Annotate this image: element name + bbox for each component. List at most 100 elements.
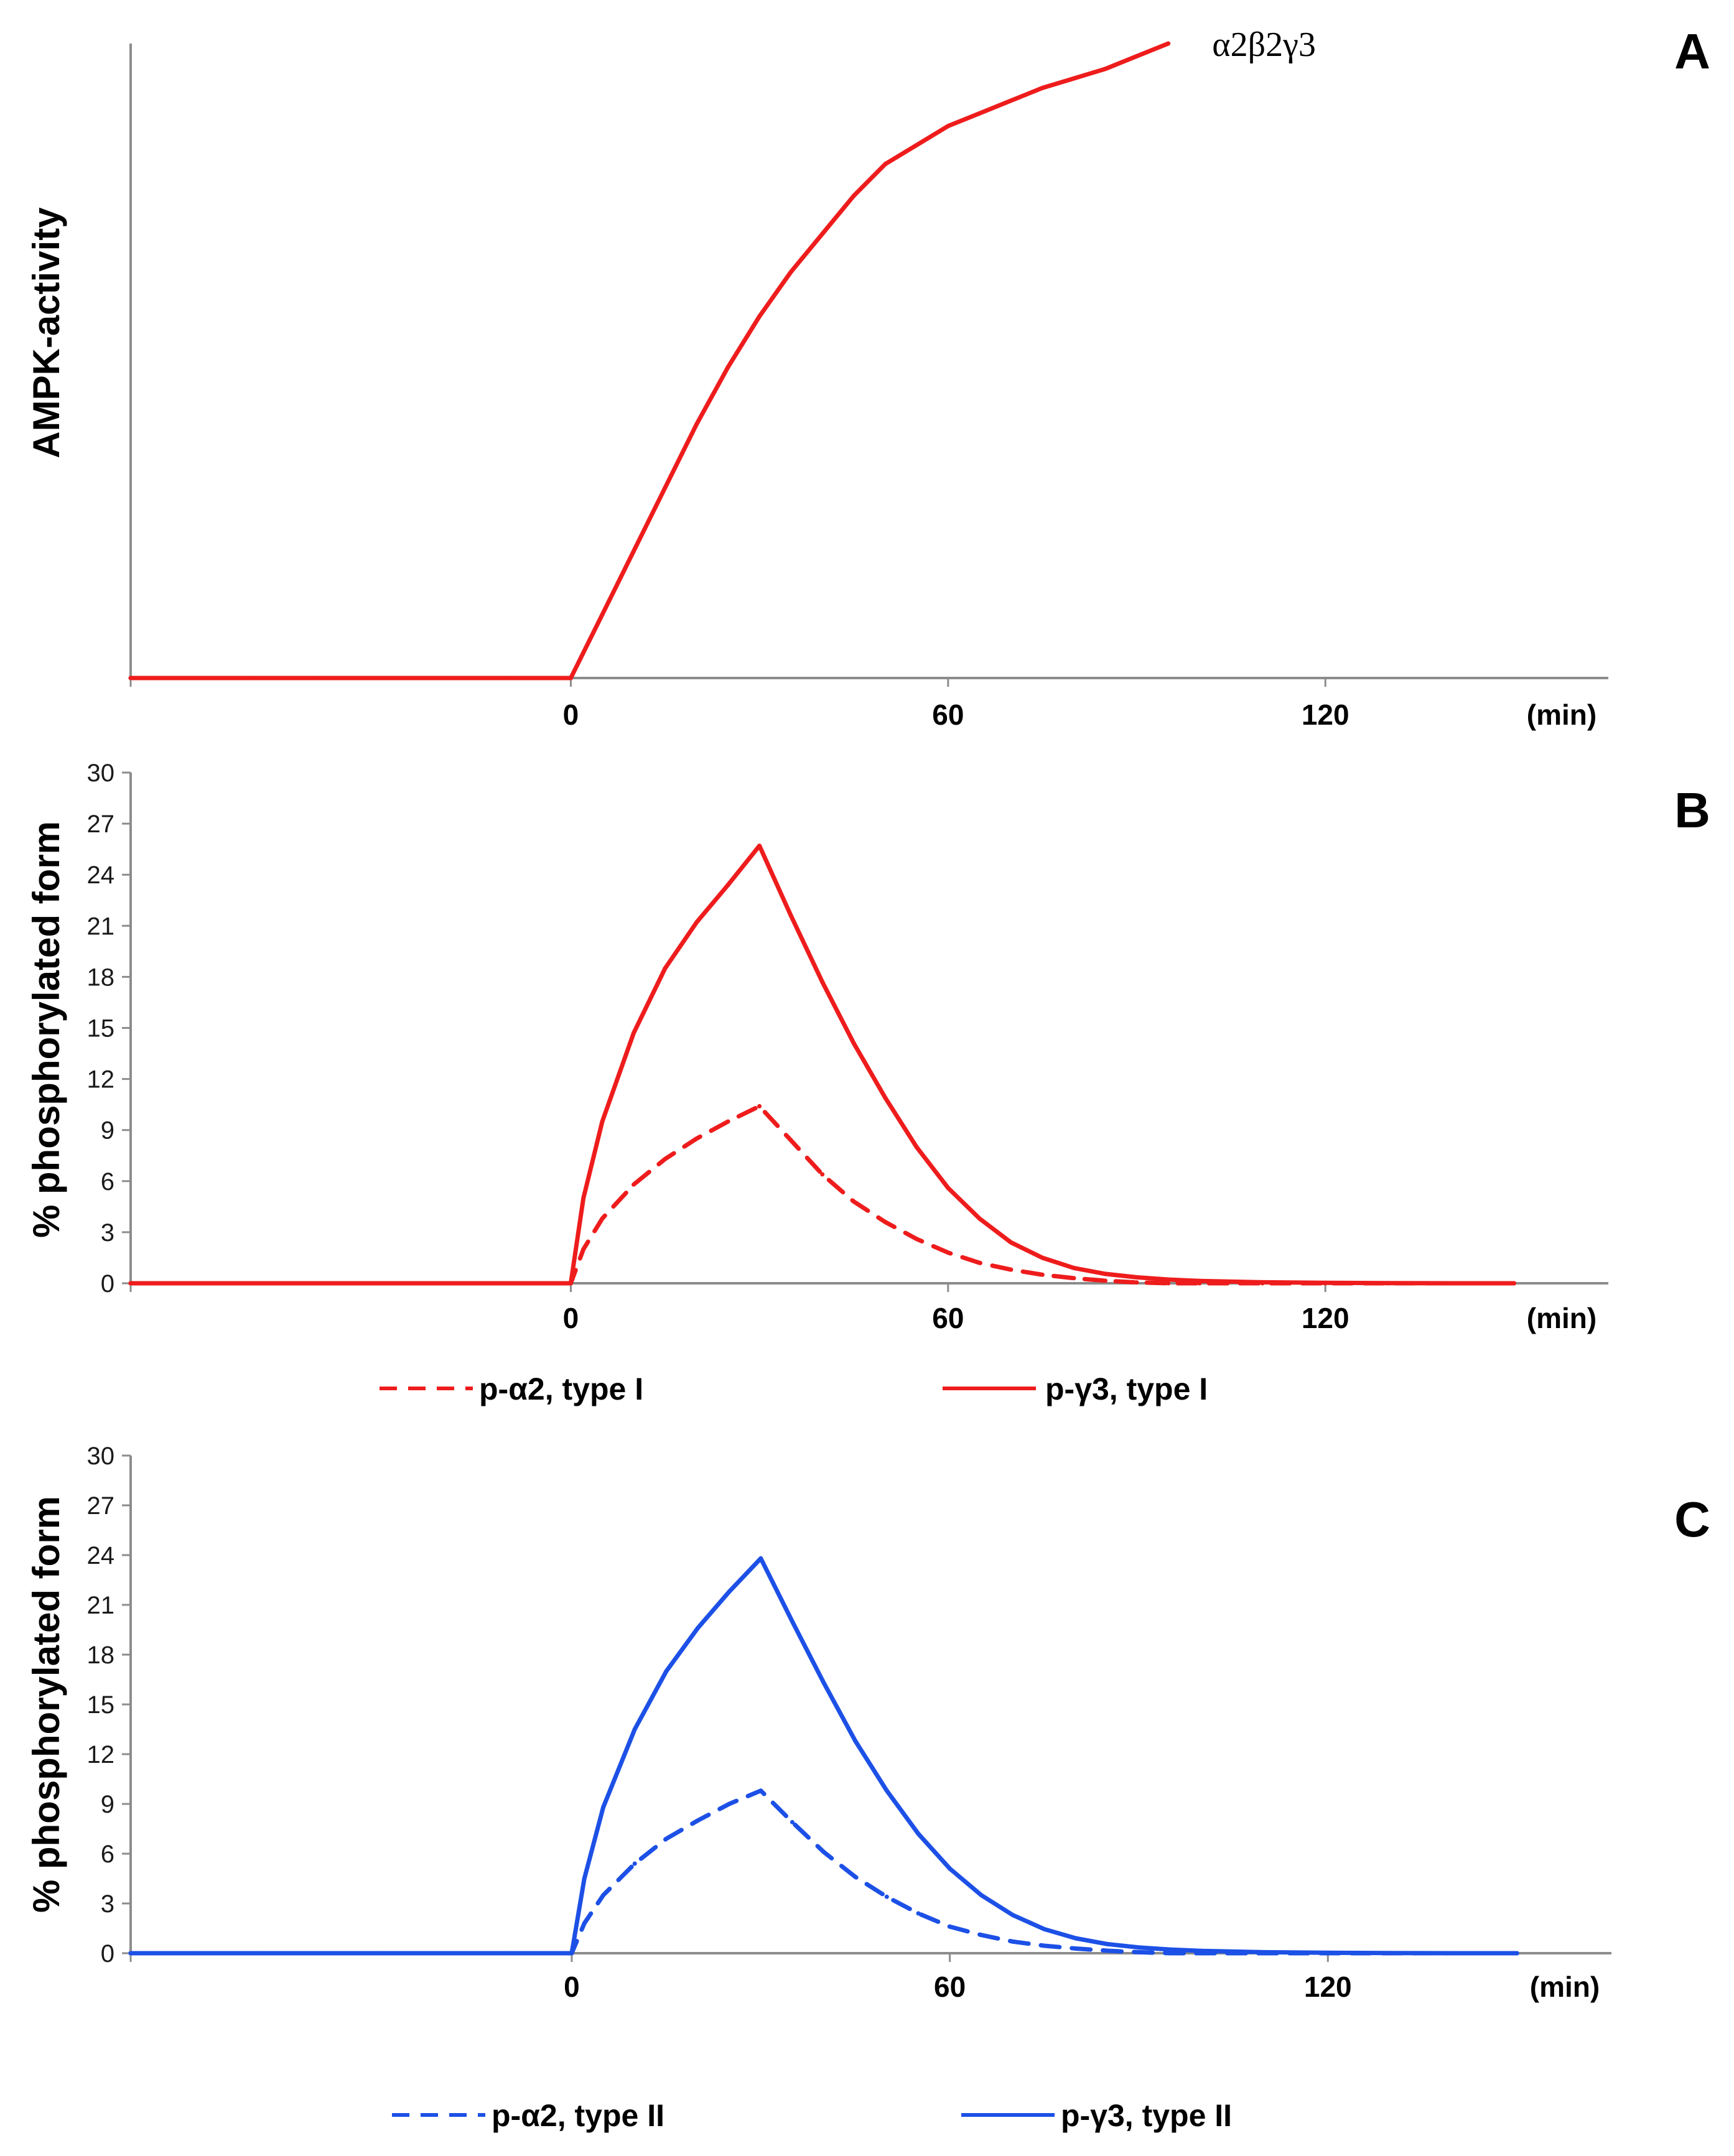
data-point bbox=[600, 612, 605, 617]
series-line bbox=[128, 1788, 1519, 1956]
data-point bbox=[317, 1281, 322, 1286]
data-point bbox=[946, 124, 951, 129]
data-point bbox=[1134, 1275, 1139, 1280]
x-tick-label: 120 bbox=[1304, 1971, 1352, 2003]
data-point bbox=[1042, 1943, 1046, 1948]
data-point bbox=[505, 1281, 510, 1286]
data-point bbox=[1166, 1277, 1171, 1282]
data-point bbox=[977, 111, 982, 116]
y-axis-label: AMPK-activity bbox=[26, 207, 67, 458]
y-tick-label: 6 bbox=[101, 1168, 114, 1196]
y-tick-label: 21 bbox=[87, 1592, 115, 1619]
data-point bbox=[884, 1894, 889, 1899]
data-point bbox=[1325, 1950, 1330, 1955]
data-point bbox=[380, 1951, 385, 1956]
data-point bbox=[948, 1924, 953, 1929]
x-tick-label: 120 bbox=[1302, 1302, 1349, 1334]
chart-panel-b: 0 3 6 9 12 15 18 21 24 27 30 0 60 120 (min) % phosphory… bbox=[26, 760, 1710, 1406]
data-point bbox=[1010, 1913, 1015, 1918]
data-point bbox=[1448, 1281, 1453, 1286]
data-point bbox=[696, 1625, 700, 1630]
data-point bbox=[581, 1247, 586, 1252]
data-point bbox=[601, 1805, 606, 1810]
panel-letter: B bbox=[1674, 783, 1710, 838]
data-point bbox=[663, 966, 668, 971]
data-point bbox=[380, 1281, 385, 1286]
data-point bbox=[946, 1250, 951, 1255]
data-point bbox=[191, 1281, 196, 1286]
data-point bbox=[1040, 85, 1045, 90]
panel-letter: C bbox=[1674, 1492, 1710, 1547]
series-line bbox=[128, 41, 1171, 681]
data-point bbox=[1071, 1276, 1076, 1281]
chart-panel-c: 0 3 6 9 12 15 18 21 24 27 30 0 60 120 (min) % phosphory… bbox=[26, 1443, 1710, 2133]
data-point bbox=[914, 1237, 919, 1242]
data-point bbox=[758, 1556, 763, 1561]
y-tick-label: 12 bbox=[87, 1741, 115, 1768]
data-point bbox=[1103, 67, 1107, 72]
data-point bbox=[582, 1876, 587, 1881]
x-tick-label: 0 bbox=[563, 1302, 579, 1334]
data-point bbox=[191, 1951, 196, 1956]
y-tick-label: 24 bbox=[87, 1542, 115, 1569]
data-point bbox=[725, 1119, 730, 1124]
data-point bbox=[1103, 1271, 1107, 1276]
data-point bbox=[694, 422, 699, 427]
data-point bbox=[505, 676, 510, 681]
data-point bbox=[820, 1172, 825, 1177]
data-point bbox=[191, 676, 196, 681]
panel-letter: A bbox=[1674, 24, 1710, 79]
data-point bbox=[1511, 1281, 1516, 1286]
data-point bbox=[883, 1220, 888, 1224]
legend-label: p-α2, type II bbox=[492, 2098, 664, 2133]
data-point bbox=[1389, 1951, 1393, 1956]
data-point bbox=[1073, 1946, 1078, 1951]
data-point bbox=[883, 1095, 888, 1100]
data-point bbox=[1009, 1267, 1014, 1272]
data-point bbox=[632, 1861, 637, 1866]
data-point bbox=[946, 1186, 951, 1191]
data-point bbox=[442, 676, 447, 681]
x-unit-label: (min) bbox=[1527, 699, 1596, 731]
data-point bbox=[254, 1281, 259, 1286]
data-point bbox=[1071, 76, 1076, 81]
data-point bbox=[914, 142, 919, 147]
y-tick-label: 15 bbox=[87, 1691, 115, 1719]
data-point bbox=[853, 1739, 858, 1744]
legend-label: p-α2, type I bbox=[479, 1372, 643, 1406]
data-point bbox=[1166, 41, 1171, 46]
data-point bbox=[757, 314, 762, 319]
data-point bbox=[632, 549, 636, 554]
data-point bbox=[727, 1801, 732, 1806]
data-point bbox=[632, 1182, 636, 1187]
data-point bbox=[632, 1031, 636, 1036]
data-point bbox=[977, 1260, 982, 1265]
data-point bbox=[757, 843, 762, 848]
series-line bbox=[128, 1556, 1519, 1956]
data-point bbox=[790, 1619, 795, 1624]
data-point bbox=[821, 1680, 826, 1685]
data-point bbox=[443, 1951, 448, 1956]
data-point bbox=[694, 920, 699, 925]
x-tick-label: 60 bbox=[932, 699, 964, 731]
data-point bbox=[1136, 1945, 1141, 1950]
data-point bbox=[694, 1136, 699, 1141]
data-point bbox=[758, 1788, 763, 1793]
data-point bbox=[1197, 1278, 1202, 1283]
data-point bbox=[820, 980, 825, 985]
data-point bbox=[600, 1119, 605, 1124]
data-point bbox=[851, 193, 856, 198]
y-tick-label: 21 bbox=[87, 913, 115, 940]
data-point bbox=[128, 676, 133, 681]
data-point bbox=[581, 1196, 586, 1201]
data-point bbox=[696, 1818, 700, 1823]
data-point bbox=[582, 1921, 587, 1926]
y-tick-label: 15 bbox=[87, 1015, 115, 1043]
x-tick-label: 60 bbox=[934, 1971, 966, 2003]
data-point bbox=[568, 1281, 573, 1286]
y-tick-label: 27 bbox=[87, 1492, 115, 1520]
x-unit-label: (min) bbox=[1527, 1302, 1596, 1334]
data-point bbox=[977, 1216, 982, 1221]
data-point bbox=[1071, 1265, 1076, 1270]
